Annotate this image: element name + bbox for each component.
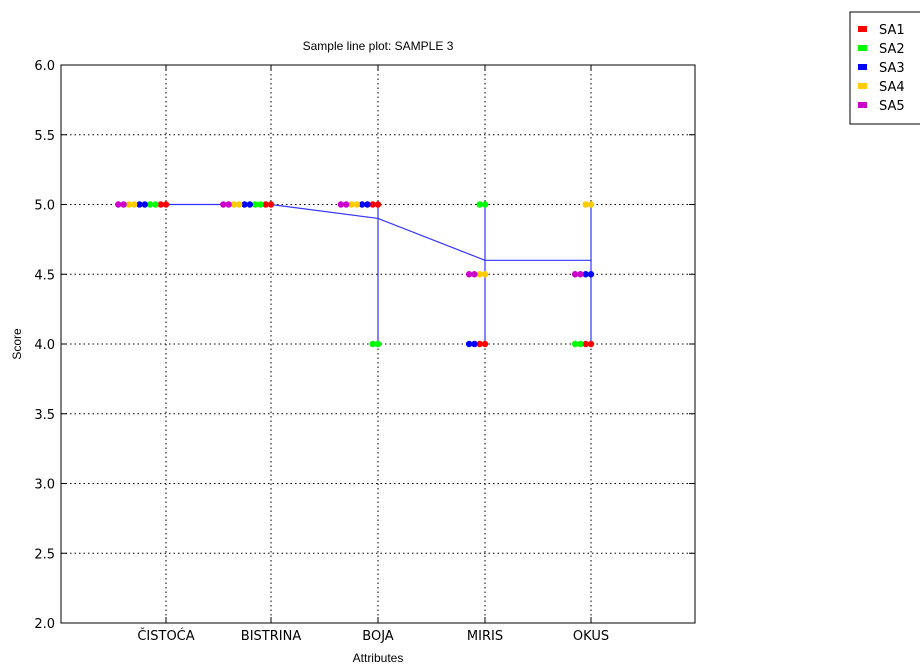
data-point [374,201,382,208]
data-point [374,340,382,348]
y-tick-label: 4.0 [34,338,55,353]
data-point [465,340,473,348]
x-tick-label: BOJA [362,629,394,644]
legend-label: SA2 [879,42,905,57]
series-sa1 [157,201,595,348]
data-point [587,340,595,348]
data-point [571,340,579,348]
data-point [251,201,259,208]
data-point [582,271,589,278]
data-point [476,271,483,278]
series-sa2 [146,201,584,348]
legend-label: SA4 [879,80,905,95]
legend-swatch [858,26,867,32]
y-tick-label: 2.5 [34,547,55,562]
y-tick-label: 4.5 [34,268,55,283]
data-point [476,340,483,348]
x-axis: ČISTOĆA BISTRINA BOJA MIRIS OKUS [137,65,609,644]
y-tick-label: 6.0 [34,59,55,74]
data-point [267,201,275,208]
legend-label: SA1 [879,23,905,38]
y-tick-label: 3.0 [34,478,55,493]
series-sa5 [115,201,584,278]
series-group [115,201,595,348]
data-point [353,201,360,208]
data-point [348,201,355,208]
data-point [246,201,253,208]
data-point [157,201,164,208]
data-point [571,271,579,278]
chart-title: Sample line plot: SAMPLE 3 [303,39,454,53]
legend: SA1 SA2 SA3 SA4 SA5 [849,11,920,125]
data-point [230,201,238,208]
x-tick-label: OKUS [573,629,609,644]
data-point [257,201,264,208]
data-point [577,271,584,278]
data-point [337,201,345,208]
data-point [220,201,227,208]
data-point [587,201,595,208]
y-axis: 2.0 2.5 3.0 3.5 4.0 4.5 5.0 5.5 6.0 [34,59,695,632]
data-point [241,201,248,208]
data-point [136,201,143,208]
data-point [115,201,122,208]
data-point [162,201,170,208]
data-point [481,201,489,208]
legend-swatch [858,45,867,51]
legend-swatch [858,64,867,70]
data-point [471,271,478,278]
y-tick-label: 5.0 [34,199,55,214]
data-point [343,201,350,208]
y-tick-label: 2.0 [34,617,55,632]
mean-line-group [166,203,592,344]
data-point [369,340,376,348]
x-axis-title: Attributes [353,651,404,665]
series-sa4 [125,201,595,278]
data-point [465,271,473,278]
data-point [236,201,243,208]
x-tick-label: MIRIS [467,629,503,644]
data-point [582,201,589,208]
y-tick-label: 5.5 [34,129,55,144]
data-point [481,340,489,348]
data-point [364,201,371,208]
data-point [476,201,483,208]
legend-swatch [858,83,867,89]
data-point [481,271,489,278]
legend-swatch [858,102,867,108]
x-tick-label: BISTRINA [241,629,302,644]
data-point [152,201,159,208]
data-point [262,201,269,208]
data-point [125,201,133,208]
data-point [141,201,148,208]
data-point [131,201,138,208]
data-point [369,201,376,208]
data-point [120,201,127,208]
data-point [587,271,595,278]
data-point [577,340,584,348]
y-tick-label: 3.5 [34,408,55,423]
legend-label: SA5 [879,99,905,114]
data-point [358,201,366,208]
data-point [146,201,154,208]
series-sa3 [136,201,595,348]
data-point [582,340,589,348]
x-tick-label: ČISTOĆA [137,628,194,644]
y-axis-title: Score [10,328,24,360]
data-point [225,201,232,208]
legend-label: SA3 [879,61,905,76]
data-point [471,340,478,348]
